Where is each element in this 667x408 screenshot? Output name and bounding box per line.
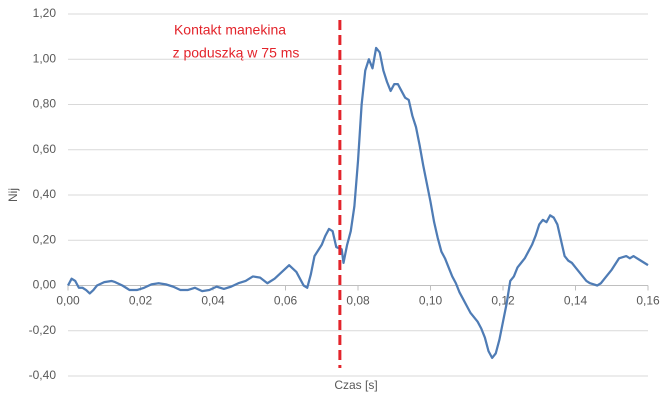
x-tick-label: 0,00 bbox=[56, 294, 80, 308]
x-tick-label: 0,14 bbox=[564, 294, 588, 308]
y-tick-label: -0,40 bbox=[29, 368, 57, 382]
x-tick-label: 0,16 bbox=[636, 294, 660, 308]
data-line bbox=[67, 46, 649, 360]
x-tick-label: 0,02 bbox=[129, 294, 153, 308]
x-axis-label: Czas [s] bbox=[334, 378, 377, 392]
y-tick-label: 1,00 bbox=[33, 51, 57, 65]
y-tick-label: 0,60 bbox=[33, 142, 57, 156]
y-tick-label: 0,80 bbox=[33, 97, 57, 111]
x-tick-label: 0,08 bbox=[346, 294, 370, 308]
annotation-text: Kontakt manekina bbox=[174, 22, 286, 38]
x-tick-label: 0,04 bbox=[201, 294, 225, 308]
annotation-text: z poduszką w 75 ms bbox=[173, 45, 300, 61]
y-tick-label: 1,20 bbox=[33, 6, 57, 20]
x-tick-label: 0,06 bbox=[274, 294, 298, 308]
y-tick-label: -0,20 bbox=[29, 323, 57, 337]
y-tick-label: 0,40 bbox=[33, 187, 57, 201]
x-tick-label: 0,10 bbox=[419, 294, 443, 308]
y-tick-label: 0,00 bbox=[33, 278, 57, 292]
y-tick-label: 0,20 bbox=[33, 232, 57, 246]
x-tick-label: 0,12 bbox=[491, 294, 515, 308]
y-axis-label: Nij bbox=[6, 188, 20, 202]
